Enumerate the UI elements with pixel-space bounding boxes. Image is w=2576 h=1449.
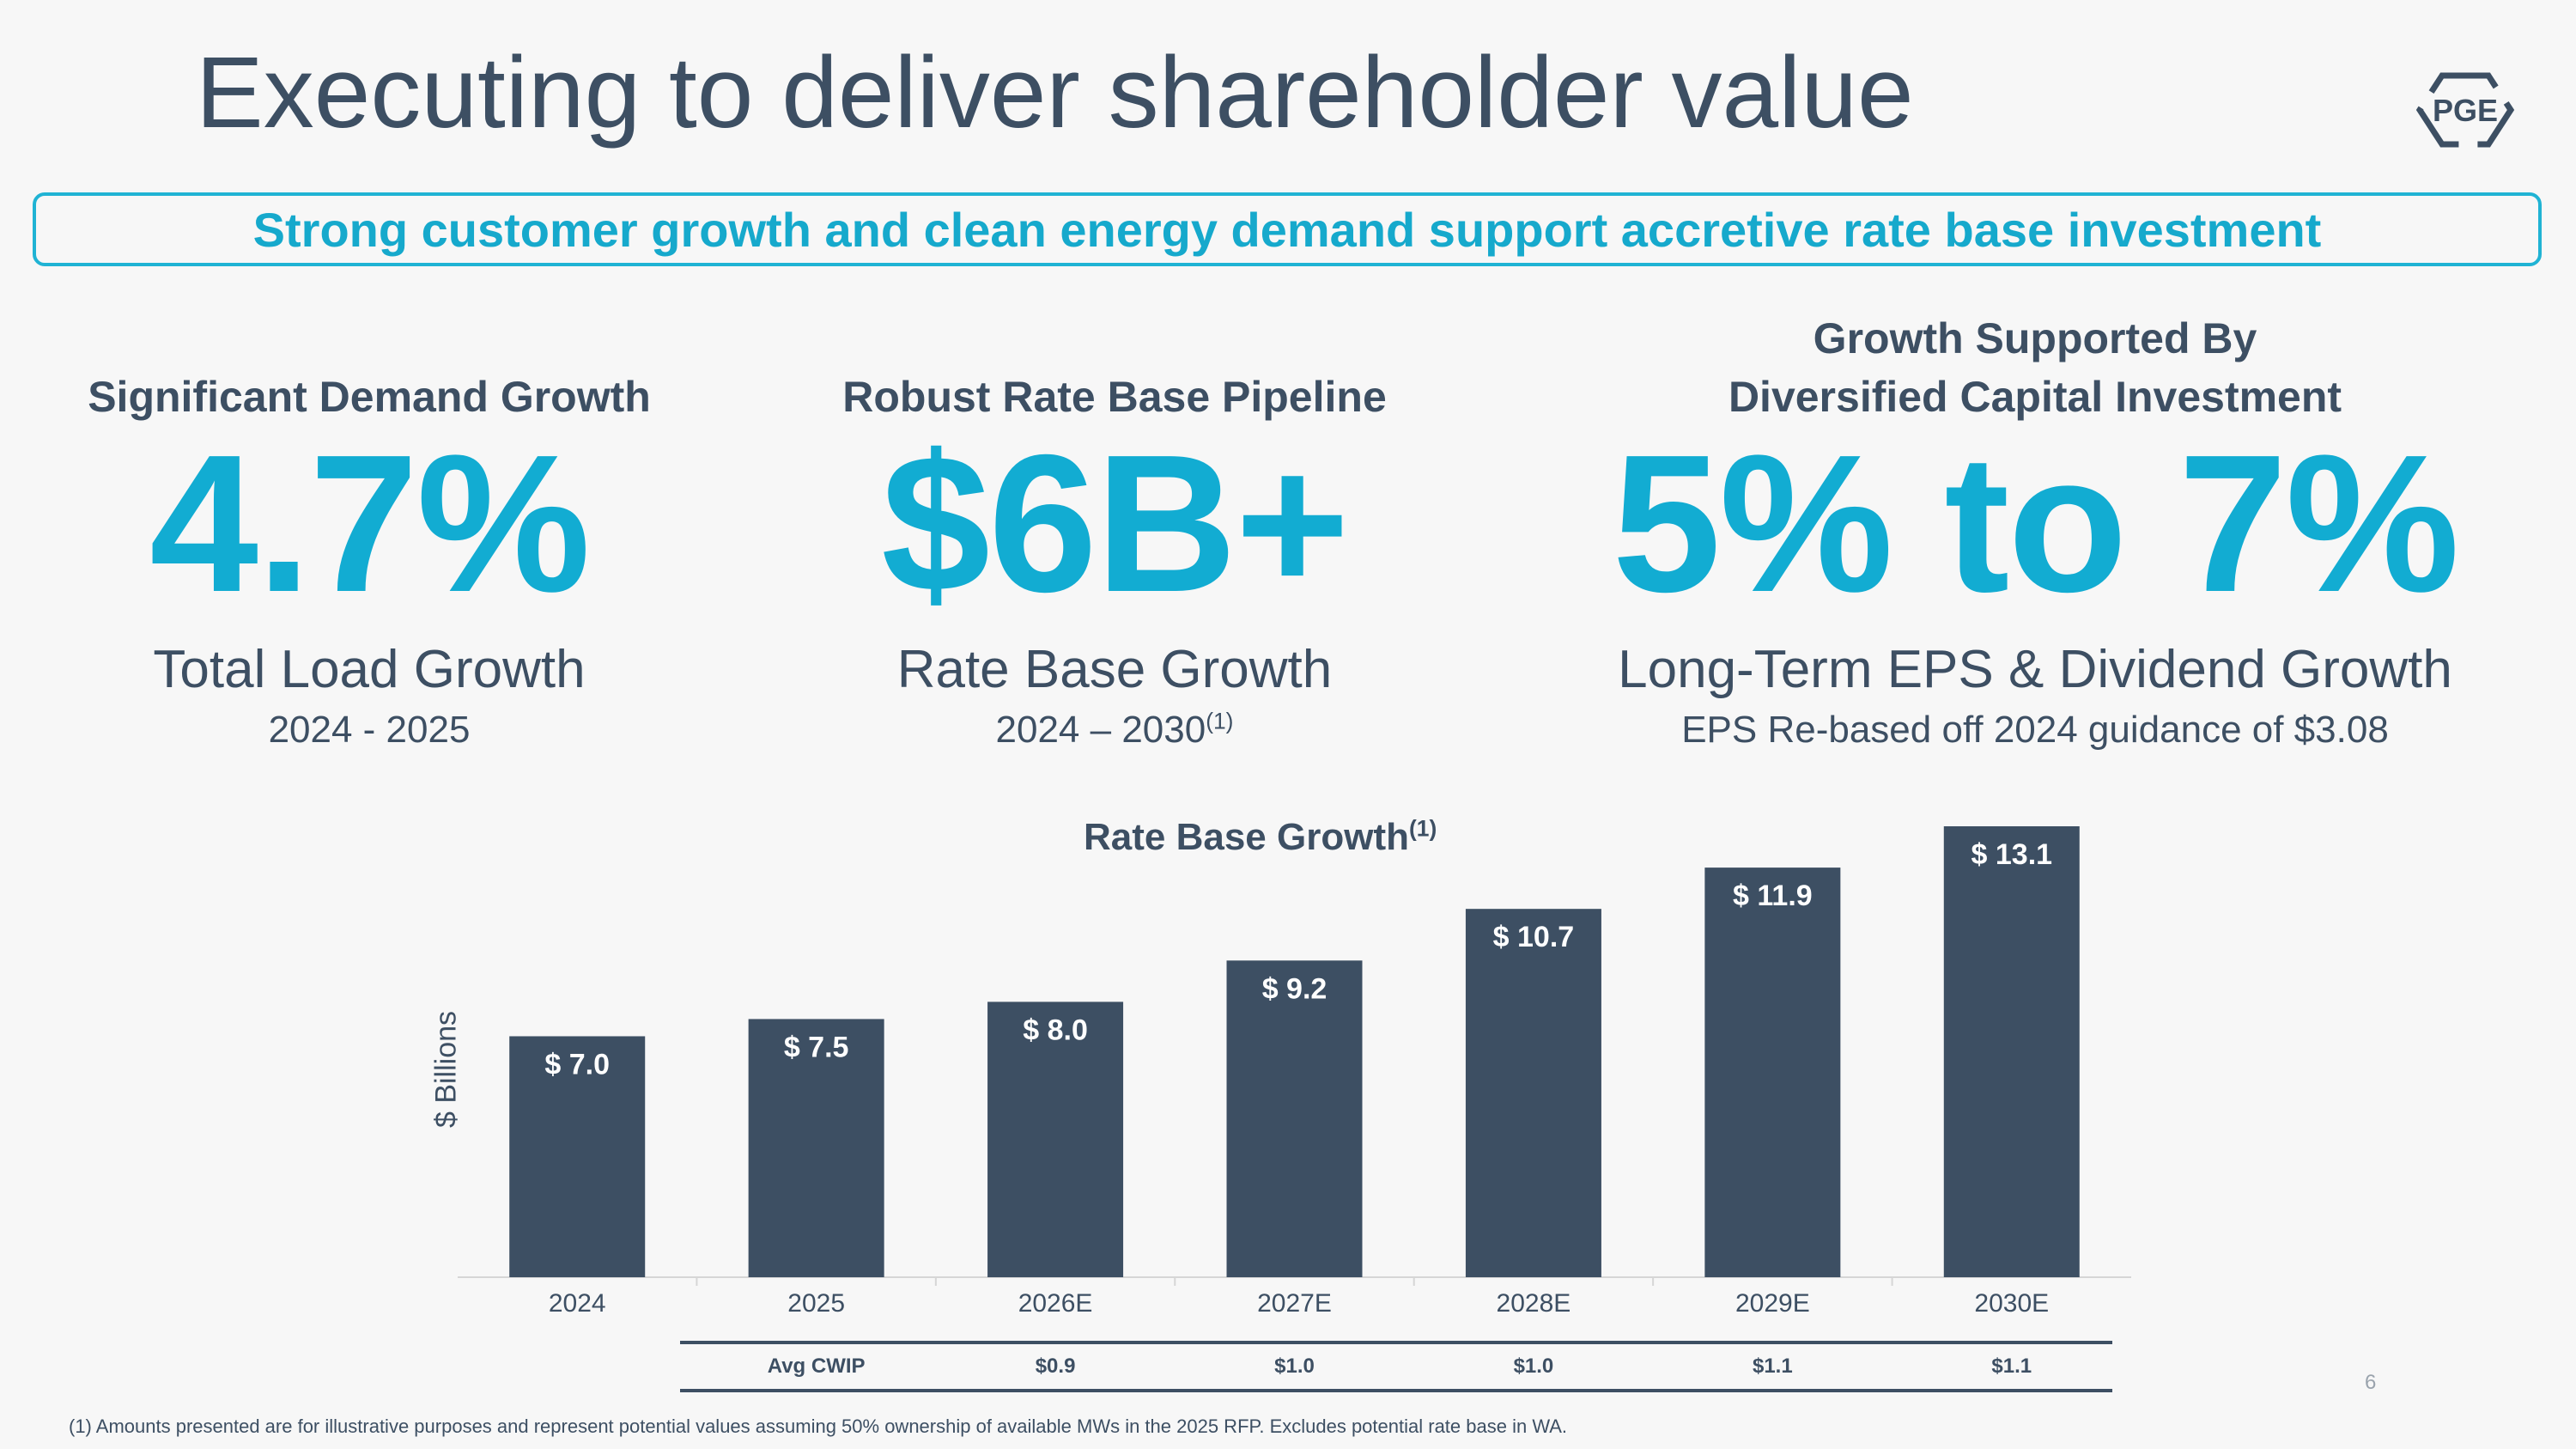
x-tick-label: 2024 xyxy=(549,1289,606,1318)
metric-rate-base-pipeline: Robust Rate Base Pipeline $6B+ Rate Base… xyxy=(780,309,1449,756)
footnote: (1) Amounts presented are for illustrati… xyxy=(69,1416,1568,1437)
metric-value: 5% to 7% xyxy=(1612,415,2460,633)
metric-label: Rate Base Growth xyxy=(896,640,1333,699)
x-tick-label: 2029E xyxy=(1735,1289,1810,1318)
x-tick-label: 2028E xyxy=(1497,1289,1571,1318)
cwip-value: $1.1 xyxy=(1752,1355,1793,1378)
bar-2025 xyxy=(748,1019,884,1277)
bar-2028e xyxy=(1465,909,1601,1277)
bar-2027e xyxy=(1226,960,1363,1277)
metric-value: $6B+ xyxy=(881,415,1349,633)
x-tick-label: 2026E xyxy=(1018,1289,1093,1318)
metric-subtext: EPS Re-based off 2024 guidance of $3.08 xyxy=(1681,709,2389,751)
metric-subtext: 2024 – 2030(1) xyxy=(995,708,1234,751)
footnote-marker: (1) xyxy=(1408,815,1437,842)
bar-2024 xyxy=(509,1036,646,1277)
metric-value: 4.7% xyxy=(149,415,591,633)
footnote-marker: (1) xyxy=(1206,708,1234,734)
bar-data-label: $ 7.5 xyxy=(784,1031,849,1063)
metric-heading: Robust Rate Base Pipeline xyxy=(842,373,1387,421)
metric-label: Total Load Growth xyxy=(153,640,586,699)
bar-data-label: $ 11.9 xyxy=(1733,880,1813,912)
svg-text:PGE: PGE xyxy=(2433,93,2498,128)
cwip-value: $0.9 xyxy=(1035,1355,1076,1378)
key-message-banner: Strong customer growth and clean energy … xyxy=(33,192,2542,266)
bar-data-label: $ 10.7 xyxy=(1493,921,1575,953)
avg-cwip-table: Avg CWIP $0.9 $1.0 $1.0 $1.1 $1.1 xyxy=(680,1341,2112,1392)
pge-logo: PGE xyxy=(2409,55,2521,167)
chart-title: Rate Base Growth(1) xyxy=(1084,815,1437,858)
bar-2029e xyxy=(1704,868,1841,1277)
x-tick-label: 2030E xyxy=(1974,1289,2049,1318)
cwip-value: $1.1 xyxy=(1991,1355,2032,1378)
metric-heading: Diversified Capital Investment xyxy=(1728,373,2342,421)
cwip-value: $1.0 xyxy=(1274,1355,1315,1378)
page-title: Executing to deliver shareholder value xyxy=(196,36,1914,149)
bar-data-label: $ 13.1 xyxy=(1971,838,2053,871)
metric-label: Long-Term EPS & Dividend Growth xyxy=(1618,640,2452,699)
bar-data-label: $ 8.0 xyxy=(1023,1014,1088,1046)
metric-eps-dividend-growth: Growth Supported By Diversified Capital … xyxy=(1571,309,2499,756)
page-number: 6 xyxy=(2365,1371,2377,1394)
bar-data-label: $ 7.0 xyxy=(544,1048,610,1081)
cwip-value: $1.0 xyxy=(1513,1355,1554,1378)
metric-demand-growth: Significant Demand Growth 4.7% Total Loa… xyxy=(34,309,704,756)
x-tick-label: 2027E xyxy=(1257,1289,1332,1318)
metric-subtext: 2024 - 2025 xyxy=(268,709,471,751)
metric-heading: Growth Supported By xyxy=(1813,314,2257,362)
x-tick-label: 2025 xyxy=(787,1289,845,1318)
cwip-label: Avg CWIP xyxy=(767,1355,866,1378)
bar-2030e xyxy=(1943,826,2080,1277)
metric-heading: Significant Demand Growth xyxy=(88,373,651,421)
bar-data-label: $ 9.2 xyxy=(1262,972,1327,1005)
bar-2026e xyxy=(987,1002,1124,1277)
